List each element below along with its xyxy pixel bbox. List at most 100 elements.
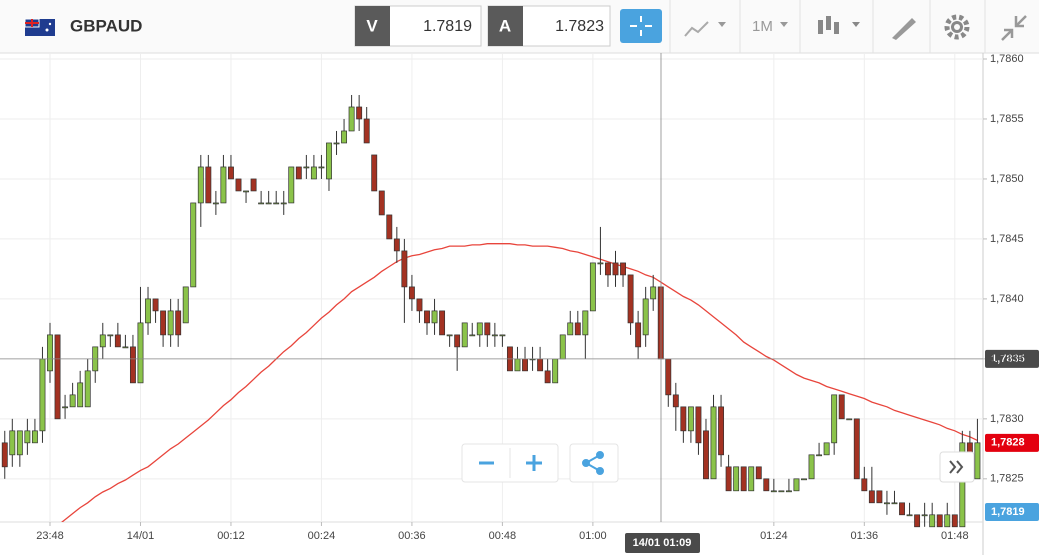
candle-body (650, 286, 657, 300)
candle-body (567, 322, 574, 336)
candle-body (243, 190, 249, 193)
candle-body (838, 394, 845, 420)
candle-body (793, 478, 800, 492)
candle-body (258, 202, 265, 205)
candle-body (861, 478, 868, 492)
candle-body (718, 406, 725, 456)
candle-body (318, 166, 325, 169)
candle-body (408, 286, 415, 300)
candle-body (642, 298, 649, 336)
candle-body (54, 334, 61, 420)
ask-label: A (499, 16, 511, 35)
candle-body (363, 118, 370, 144)
symbol: GBPAUD (70, 16, 142, 35)
candle-body (273, 202, 280, 205)
settings-button[interactable] (944, 14, 970, 40)
candle-body (589, 262, 596, 312)
price-tag-label: 1,7819 (991, 506, 1025, 518)
candle-body (197, 166, 204, 204)
candle-body (484, 322, 491, 336)
candle-body (333, 142, 340, 145)
candle-body (748, 466, 755, 492)
timeframe[interactable]: 1M (752, 18, 773, 35)
candle-body (326, 142, 332, 180)
candle-body (876, 490, 883, 504)
candle-body (265, 202, 272, 205)
collapse-button[interactable] (1001, 15, 1027, 41)
candle-body (303, 166, 310, 169)
candle-body (288, 166, 295, 204)
share-icon (582, 451, 604, 475)
y-tick-label: 1,7850 (990, 173, 1024, 185)
price-tag (985, 349, 1039, 368)
candle-body (687, 406, 694, 432)
candle-body (951, 514, 958, 528)
grid (0, 53, 987, 526)
y-tick-label: 1,7845 (990, 233, 1024, 245)
candle-body (514, 358, 521, 372)
bid-label: V (366, 16, 378, 35)
candle-body (77, 382, 84, 408)
candle-body (205, 166, 212, 204)
candle-body (582, 310, 589, 336)
y-tick-label: 1,7855 (990, 113, 1024, 125)
candle-body (491, 334, 498, 337)
candle-body (823, 442, 830, 456)
candle-body (914, 514, 921, 528)
x-tick-label: 01:48 (941, 530, 969, 542)
candle-body (182, 286, 189, 324)
candle-body (114, 334, 121, 348)
candle-body (559, 334, 566, 360)
candle-body (47, 334, 53, 372)
share-button[interactable] (569, 443, 619, 483)
candle-body (212, 202, 219, 205)
candle-body (921, 514, 928, 517)
zoom-in-button[interactable] (526, 455, 542, 471)
candle-body (371, 154, 378, 192)
candle-body (763, 478, 770, 492)
candle-body (816, 454, 823, 457)
candle-body (228, 166, 234, 180)
x-tick-label: 00:36 (398, 530, 426, 542)
x-tick-label: 01:24 (760, 530, 788, 542)
candle-body (899, 502, 905, 516)
x-tick-label: 00:24 (308, 530, 336, 542)
candle-body (883, 502, 890, 505)
y-tick-label: 1,7835 (990, 353, 1024, 365)
candle-body (665, 358, 672, 396)
candle-body (499, 334, 506, 337)
candle-body (461, 322, 468, 348)
crosshair-time-tag (625, 533, 700, 553)
candle-body (974, 442, 981, 480)
candle-body (446, 334, 453, 337)
chart-type-button[interactable] (684, 21, 726, 37)
candle-body (454, 334, 461, 348)
moving-average (61, 243, 978, 522)
candle-body (695, 406, 702, 444)
candle-body (160, 310, 167, 336)
candle-body (785, 490, 792, 493)
candle-body (378, 190, 385, 216)
candle-body (401, 250, 408, 288)
draw-button[interactable] (892, 18, 916, 40)
y-tick-label: 1,7840 (990, 293, 1024, 305)
candle-body (24, 430, 31, 444)
x-tick-label: 00:48 (489, 530, 517, 542)
candle-body (31, 430, 38, 444)
candle-body (416, 298, 423, 312)
candle-body (703, 430, 709, 480)
candle-body (544, 370, 551, 384)
candle-body (220, 166, 227, 204)
candles-button[interactable] (818, 16, 860, 34)
crosshair-icon (630, 16, 652, 36)
scroll-latest-button[interactable] (939, 451, 975, 483)
candle-body (69, 394, 76, 408)
candle-body (122, 346, 129, 349)
x-tick-label: 14/01 (127, 530, 155, 542)
candle-body (62, 406, 69, 409)
crosshair-button[interactable] (620, 9, 662, 43)
candle-body (250, 178, 257, 192)
x-tick-label: 23:48 (36, 530, 64, 542)
candle-body (356, 106, 363, 120)
